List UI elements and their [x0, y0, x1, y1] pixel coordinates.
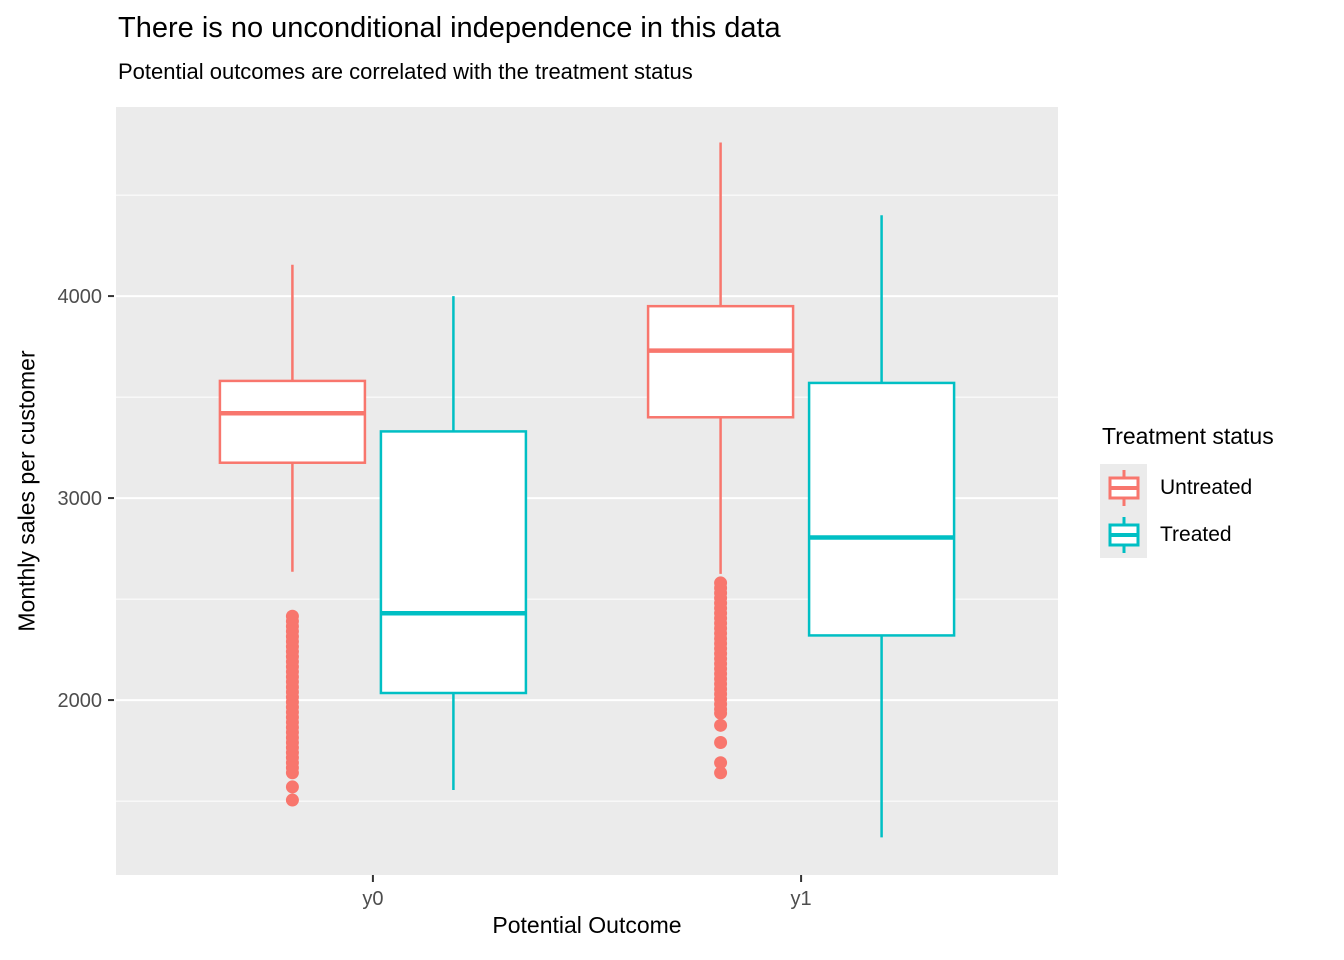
- x-tick-label: y1: [791, 888, 812, 910]
- box-y0-treated: [379, 430, 528, 695]
- boxplot-glyph-icon: [1108, 516, 1139, 553]
- x-tick-label: y0: [362, 888, 383, 910]
- plot-title: There is no unconditional independence i…: [118, 12, 781, 44]
- box-y1-untreated-outlier-dot: [714, 735, 728, 749]
- boxplot-glyph-icon: [1108, 469, 1139, 506]
- legend-entry-treated: Treated: [1100, 511, 1274, 558]
- box-y1-untreated-outlier-dot: [714, 718, 728, 732]
- box-y0-untreated-outlier-dot: [285, 780, 299, 794]
- y-tick-label: 2000: [58, 690, 103, 712]
- legend: Treatment status Untreated: [1100, 423, 1274, 558]
- y-axis-title: Monthly sales per customer: [13, 350, 40, 632]
- box-y0-untreated-outlier-dot: [285, 766, 299, 780]
- y-tick-label: 3000: [58, 488, 103, 510]
- box-y1-untreated-outlier-dot: [714, 756, 728, 770]
- y-tick-label: 4000: [58, 286, 103, 308]
- box-y1-treated: [807, 381, 956, 637]
- legend-key-untreated: [1100, 464, 1147, 511]
- box-y0-untreated-outlier-dot: [285, 793, 299, 807]
- box-y1-untreated: [646, 304, 795, 419]
- legend-label-treated: Treated: [1160, 522, 1232, 546]
- box-y1-untreated-outlier-dot: [714, 766, 728, 780]
- legend-key-treated: [1100, 511, 1147, 558]
- legend-entry-untreated: Untreated: [1100, 464, 1274, 511]
- box-y1-untreated-outlier-dot: [714, 706, 728, 720]
- legend-title: Treatment status: [1102, 423, 1274, 449]
- x-axis-title: Potential Outcome: [492, 912, 682, 938]
- box-y0-untreated: [218, 379, 367, 464]
- plot-subtitle: Potential outcomes are correlated with t…: [118, 59, 693, 84]
- legend-label-untreated: Untreated: [1160, 475, 1253, 499]
